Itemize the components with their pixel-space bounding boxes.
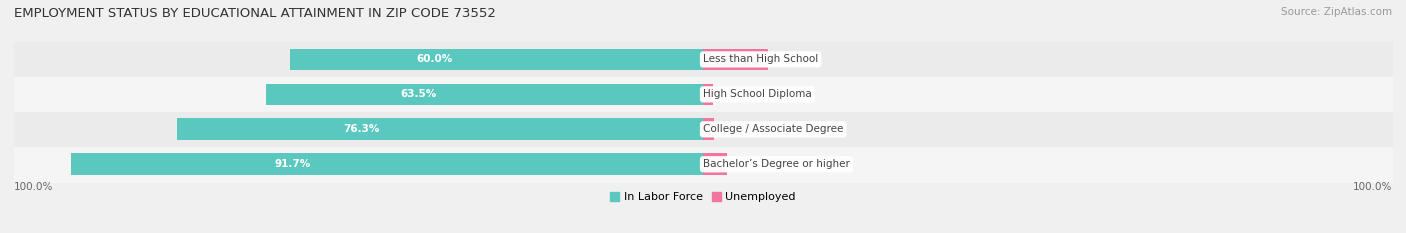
Text: College / Associate Degree: College / Associate Degree [703, 124, 844, 134]
Bar [14, 42, 1392, 77]
Text: 76.3%: 76.3% [343, 124, 380, 134]
Text: 9.5%: 9.5% [782, 55, 808, 64]
Bar [266, 84, 703, 105]
Bar [177, 118, 703, 140]
Text: 100.0%: 100.0% [1353, 182, 1392, 192]
Bar [14, 77, 1392, 112]
Bar [703, 118, 714, 140]
Text: High School Diploma: High School Diploma [703, 89, 811, 99]
Text: Bachelor’s Degree or higher: Bachelor’s Degree or higher [703, 159, 849, 169]
Bar [290, 49, 703, 70]
Text: 60.0%: 60.0% [416, 55, 453, 64]
Text: Source: ZipAtlas.com: Source: ZipAtlas.com [1281, 7, 1392, 17]
Text: 100.0%: 100.0% [14, 182, 53, 192]
Bar [703, 49, 769, 70]
Text: 63.5%: 63.5% [401, 89, 437, 99]
Text: EMPLOYMENT STATUS BY EDUCATIONAL ATTAINMENT IN ZIP CODE 73552: EMPLOYMENT STATUS BY EDUCATIONAL ATTAINM… [14, 7, 496, 20]
Bar [14, 147, 1392, 182]
Text: 91.7%: 91.7% [274, 159, 311, 169]
Text: Less than High School: Less than High School [703, 55, 818, 64]
Bar [72, 154, 703, 175]
Text: 1.4%: 1.4% [727, 89, 754, 99]
Bar [703, 154, 727, 175]
Text: 1.6%: 1.6% [728, 124, 754, 134]
Legend: In Labor Force, Unemployed: In Labor Force, Unemployed [606, 188, 800, 207]
Bar [703, 84, 713, 105]
Text: 3.5%: 3.5% [741, 159, 768, 169]
Bar [14, 112, 1392, 147]
